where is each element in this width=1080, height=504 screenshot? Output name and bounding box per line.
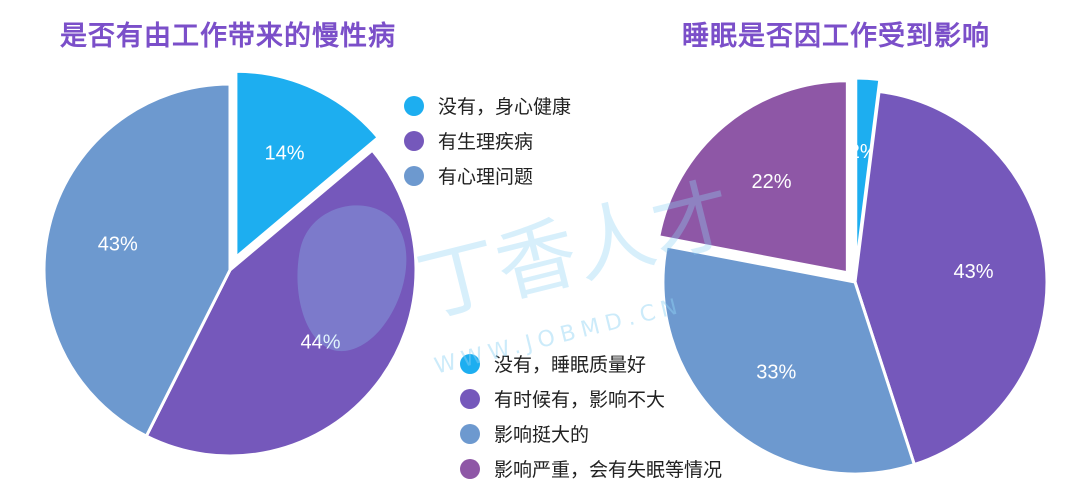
pie-slice: [853, 89, 1049, 467]
legend-label: 没有，睡眠质量好: [494, 354, 647, 376]
legend-item: 没有，身心健康: [404, 88, 571, 123]
pie-slice: [661, 244, 917, 476]
legend-item: 有时候有，影响不大: [460, 381, 722, 416]
pie-slice: [42, 82, 232, 439]
pie-slice: [656, 79, 849, 275]
legend-item: 没有，睡眠质量好: [460, 346, 722, 381]
legend-label: 影响挺大的: [494, 424, 590, 446]
legend-chronic-disease: 没有，身心健康 有生理疾病 有心理问题: [404, 88, 571, 193]
chart-title-sleep-impact: 睡眠是否因工作受到影响: [682, 21, 990, 52]
legend-item: 有生理疾病: [404, 123, 571, 158]
pie-slice: [234, 69, 381, 261]
legend-swatch: [460, 458, 480, 479]
slice-value-label: 43%: [98, 233, 138, 255]
legend-label: 影响严重，会有失眠等情况: [494, 459, 723, 481]
slice-value-label: 44%: [300, 331, 340, 353]
legend-label: 有时候有，影响不大: [494, 389, 666, 411]
slice-value-label: 14%: [265, 143, 305, 165]
legend-label: 没有，身心健康: [438, 96, 572, 118]
slice-value-label: 33%: [756, 361, 796, 383]
pie-slice: [144, 148, 418, 458]
slice-value-label: 43%: [953, 261, 993, 283]
legend-swatch: [404, 130, 424, 151]
legend-swatch: [460, 423, 480, 444]
legend-label: 有心理问题: [438, 166, 534, 188]
chart-title-chronic-disease: 是否有由工作带来的慢性病: [60, 21, 396, 52]
legend-swatch: [404, 95, 424, 116]
legend-item: 有心理问题: [404, 158, 571, 193]
legend-sleep-impact: 没有，睡眠质量好 有时候有，影响不大 影响挺大的 影响严重，会有失眠等情况: [460, 346, 722, 486]
legend-swatch: [460, 353, 480, 374]
legend-item: 影响挺大的: [460, 416, 722, 451]
slice-value-label: 22%: [751, 171, 791, 193]
legend-swatch: [404, 165, 424, 186]
legend-item: 影响严重，会有失眠等情况: [460, 451, 722, 486]
legend-label: 有生理疾病: [438, 131, 534, 153]
legend-swatch: [460, 388, 480, 409]
